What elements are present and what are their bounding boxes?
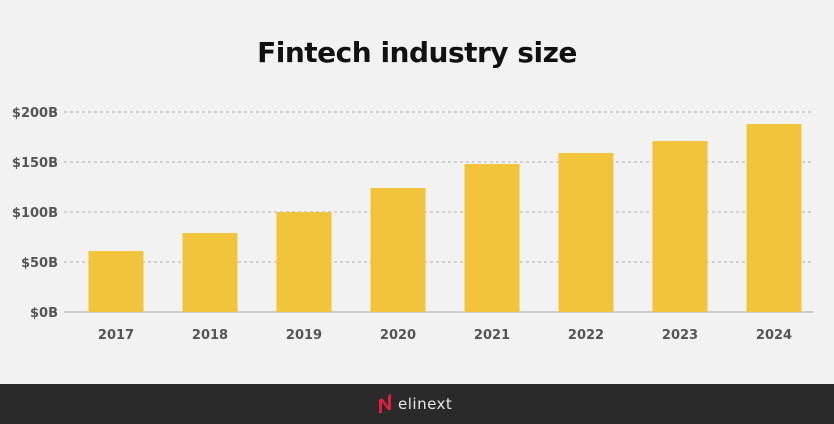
x-tick-label: 2021: [474, 328, 510, 343]
bar-2022: [558, 153, 614, 312]
brand-logo: elinext: [378, 394, 452, 414]
bar-2024: [746, 124, 802, 312]
bar-2020: [370, 188, 426, 312]
x-tick-label: 2023: [662, 328, 698, 343]
brand-name: elinext: [398, 395, 453, 413]
bar-chart: $0B $50B $100B $150B $200B 2017 2018 2019 2020 20…: [12, 106, 814, 343]
bar-2021: [464, 164, 520, 312]
bar-2023: [652, 141, 708, 312]
bar-2017: [88, 251, 144, 312]
y-tick-label: $200B: [12, 106, 58, 121]
x-tick-label: 2024: [756, 328, 792, 343]
y-tick-label: $0B: [30, 306, 58, 321]
footer-bar: elinext: [0, 384, 834, 424]
x-tick-label: 2018: [192, 328, 228, 343]
x-tick-label: 2020: [380, 328, 416, 343]
y-tick-label: $100B: [12, 206, 58, 221]
bar-2018: [182, 233, 238, 312]
y-tick-label: $150B: [12, 156, 58, 171]
chart-title: Fintech industry size: [257, 36, 577, 69]
x-tick-label: 2017: [98, 328, 134, 343]
x-tick-label: 2022: [568, 328, 604, 343]
x-tick-label: 2019: [286, 328, 322, 343]
bar-2019: [276, 212, 332, 312]
y-tick-label: $50B: [21, 256, 58, 271]
elinext-logo-icon: [379, 394, 391, 413]
